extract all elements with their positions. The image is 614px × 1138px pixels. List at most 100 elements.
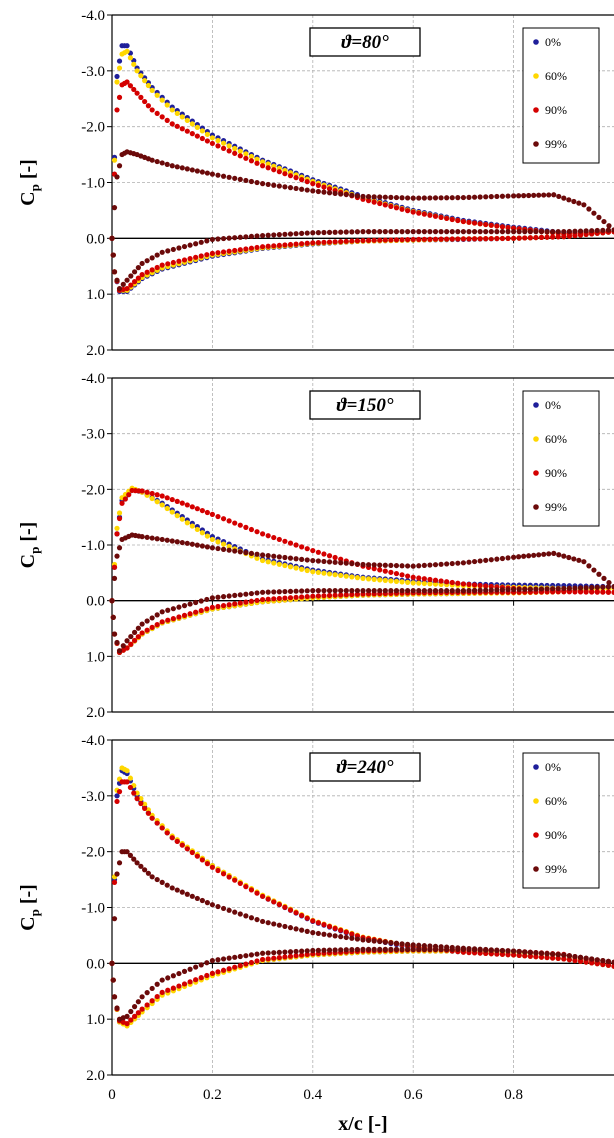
data-point <box>421 946 427 952</box>
data-point <box>326 559 333 565</box>
data-point <box>343 592 349 598</box>
data-point <box>159 536 165 543</box>
data-point <box>516 229 522 235</box>
data-point <box>169 835 175 841</box>
data-point <box>194 168 200 174</box>
data-point <box>149 624 155 630</box>
data-point <box>315 182 321 188</box>
data-point <box>393 940 400 946</box>
data-point <box>170 246 176 253</box>
data-point <box>215 250 221 256</box>
data-point <box>209 536 215 543</box>
data-point <box>611 584 614 590</box>
data-point <box>265 232 271 238</box>
data-point <box>488 235 494 242</box>
data-point <box>388 229 394 235</box>
y-tick-label: -3.0 <box>81 64 105 80</box>
data-point <box>184 891 190 897</box>
data-point <box>199 857 205 863</box>
data-point <box>232 145 238 152</box>
data-point <box>154 264 160 271</box>
data-point <box>360 937 366 943</box>
data-point <box>170 259 176 266</box>
data-point <box>494 229 500 235</box>
data-point <box>131 1004 138 1010</box>
data-point <box>304 179 310 185</box>
data-point <box>304 948 310 954</box>
data-point <box>144 258 150 264</box>
data-point <box>572 228 578 234</box>
data-point <box>299 556 305 562</box>
data-point <box>204 138 210 144</box>
data-point <box>198 962 204 968</box>
data-point <box>589 228 595 234</box>
data-point <box>128 282 134 288</box>
data-point <box>176 245 182 251</box>
legend-label: 60% <box>545 432 567 446</box>
data-point <box>131 86 137 93</box>
data-point <box>382 562 388 568</box>
data-point <box>271 899 277 905</box>
data-point <box>134 796 140 802</box>
data-point <box>139 621 145 627</box>
data-point <box>271 950 277 956</box>
data-point <box>332 933 338 939</box>
data-point <box>293 231 299 237</box>
panel-label: ϑ=240° <box>337 757 394 778</box>
data-point <box>243 177 249 184</box>
data-point <box>377 237 383 243</box>
data-point <box>131 637 138 644</box>
data-point <box>154 536 160 542</box>
data-point <box>209 511 215 517</box>
data-point <box>438 578 444 584</box>
data-point <box>488 222 494 228</box>
data-point <box>199 128 205 134</box>
data-point <box>184 128 190 134</box>
data-point <box>399 563 405 569</box>
data-point <box>343 238 349 244</box>
data-point <box>360 229 366 235</box>
data-point <box>550 955 556 961</box>
y-tick-label: -1.0 <box>81 901 105 917</box>
data-point <box>449 588 455 594</box>
x-tick-label: 0.4 <box>303 1087 322 1103</box>
data-point <box>215 545 221 552</box>
data-point <box>343 929 349 935</box>
data-point <box>159 879 165 885</box>
data-point <box>149 490 155 497</box>
data-point <box>326 932 333 938</box>
data-point <box>154 158 160 165</box>
data-point <box>343 947 349 953</box>
data-point <box>189 167 195 173</box>
data-point <box>326 571 333 577</box>
data-point <box>544 234 550 240</box>
data-point <box>460 946 466 952</box>
data-point <box>583 955 589 961</box>
data-point <box>299 588 305 594</box>
legend-marker <box>533 798 539 804</box>
data-point <box>164 102 170 108</box>
data-point <box>365 194 372 200</box>
data-point <box>405 195 411 201</box>
data-point <box>388 940 394 946</box>
data-point <box>144 627 150 633</box>
data-point <box>516 193 522 199</box>
data-point <box>120 643 126 649</box>
y-tick-label: -2.0 <box>81 845 105 861</box>
data-point <box>315 188 321 195</box>
data-point <box>377 567 383 573</box>
data-point <box>577 585 584 591</box>
data-point <box>505 235 511 241</box>
data-point <box>135 999 141 1005</box>
data-point <box>510 229 517 235</box>
data-point <box>254 160 260 166</box>
data-point <box>114 525 120 531</box>
data-point <box>154 876 160 883</box>
data-point <box>393 194 400 201</box>
data-point <box>321 189 327 195</box>
data-point <box>488 947 494 953</box>
data-point <box>505 952 511 958</box>
data-point <box>377 200 383 207</box>
data-point <box>533 229 539 235</box>
x-tick-label: 0.2 <box>203 1087 222 1103</box>
